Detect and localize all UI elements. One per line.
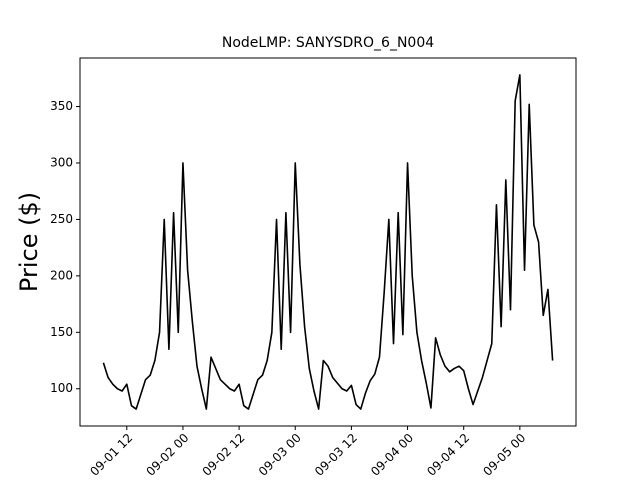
y-tick-label: 150 — [50, 325, 73, 339]
x-tick-label: 09-04 12 — [424, 431, 472, 479]
x-tick-label: 09-03 00 — [256, 431, 304, 479]
y-tick-label: 350 — [50, 99, 73, 113]
y-axis-label: Price ($) — [15, 192, 43, 292]
x-tick-label: 09-01 12 — [87, 431, 135, 479]
y-tick-label: 200 — [50, 268, 73, 282]
y-tick-label: 300 — [50, 155, 73, 169]
y-tick-label: 100 — [50, 381, 73, 395]
chart-title: NodeLMP: SANYSDRO_6_N004 — [222, 35, 434, 51]
plot-frame — [79, 57, 577, 427]
y-tick-label: 250 — [50, 212, 73, 226]
x-tick-label: 09-02 12 — [200, 431, 248, 479]
x-tick-label: 09-05 00 — [480, 431, 528, 479]
x-tick-label: 09-03 12 — [312, 431, 360, 479]
x-tick-label: 09-02 00 — [143, 431, 191, 479]
price-line — [102, 74, 554, 410]
x-tick-label: 09-04 00 — [368, 431, 416, 479]
